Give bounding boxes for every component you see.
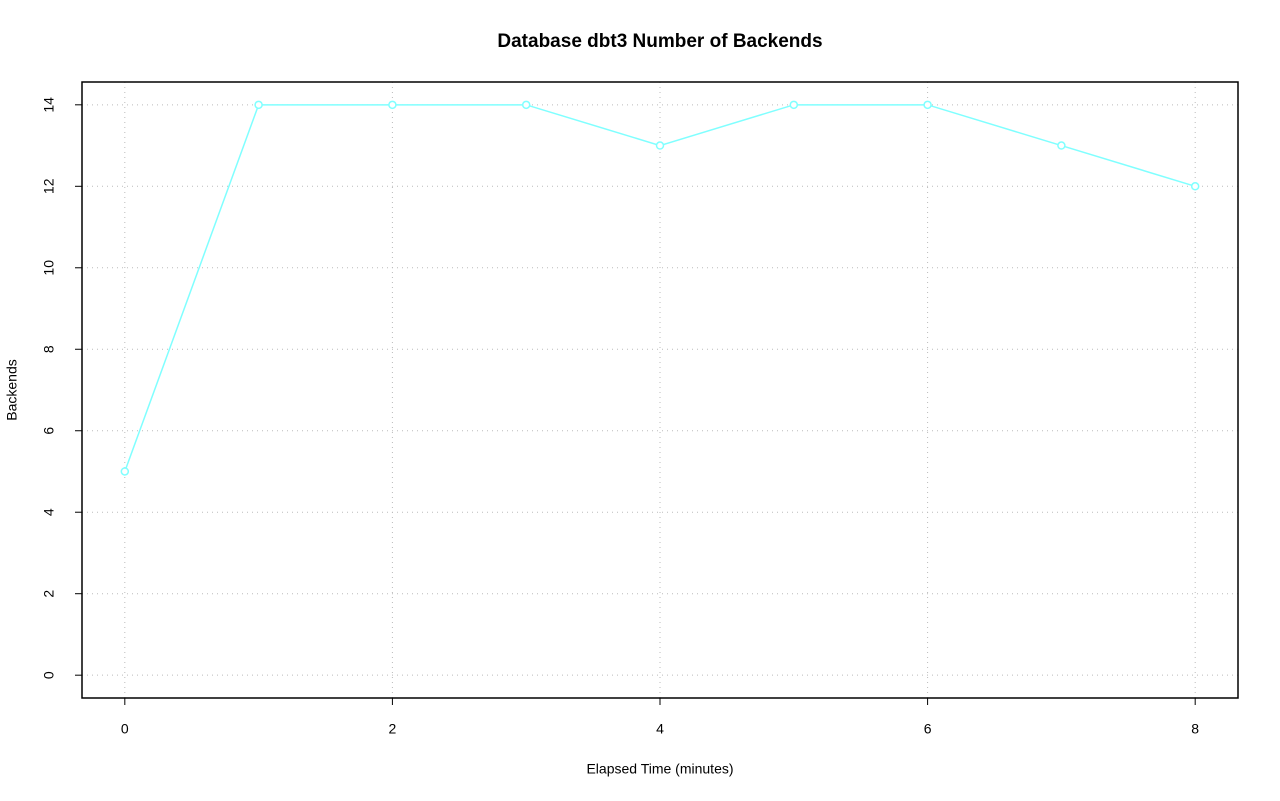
y-tick-label: 14	[41, 97, 57, 113]
data-point	[655, 141, 665, 150]
data-point	[923, 100, 932, 110]
chart-title: Database dbt3 Number of Backends	[497, 31, 822, 52]
data-point	[1057, 141, 1066, 150]
y-axis-label: Backends	[4, 359, 20, 420]
data-point	[789, 100, 799, 110]
plot	[120, 100, 1200, 476]
data-point	[1190, 182, 1200, 191]
data-point	[254, 100, 263, 110]
y-tick-label: 4	[41, 508, 57, 516]
grid	[82, 82, 1238, 698]
x-tick-label: 4	[656, 721, 664, 737]
y-tick-label: 6	[41, 427, 57, 435]
y-tick-label: 0	[41, 671, 57, 679]
data-point	[521, 100, 531, 110]
y-tick-label: 8	[41, 345, 57, 353]
y-tick-label: 10	[41, 260, 57, 276]
data-point	[388, 100, 397, 110]
plot-frame	[81, 81, 1239, 699]
x-tick-label: 8	[1191, 721, 1199, 737]
y-tick-label: 12	[41, 178, 57, 194]
x-tick-label: 0	[121, 721, 129, 737]
x-tick-label: 6	[924, 721, 932, 737]
x-tick-label: 2	[389, 721, 397, 737]
data-point	[120, 467, 130, 476]
y-tick-label: 2	[41, 590, 57, 598]
x-axis-label: Elapsed Time (minutes)	[586, 761, 733, 777]
data-line	[124, 104, 1196, 472]
